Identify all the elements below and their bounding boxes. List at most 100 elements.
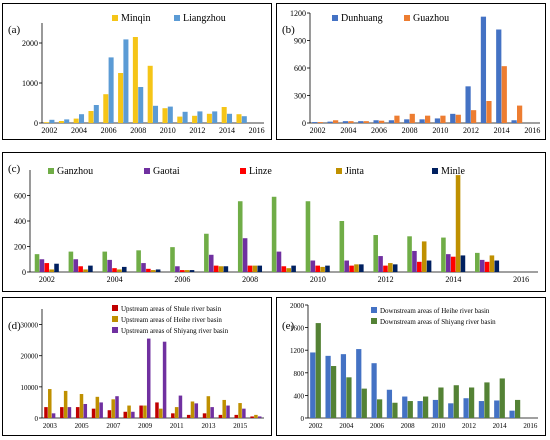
bar-heihe_up-2006 (95, 396, 100, 418)
bar-heihe_up-2009 (143, 405, 147, 418)
bar-linze-2004 (112, 268, 117, 272)
x-tick-label: 2008 (401, 422, 416, 430)
bar-shiyang_up-2005 (83, 403, 88, 418)
bar-minle-2014 (460, 255, 466, 272)
chart-frame (2, 3, 272, 140)
chart-panel-a: 0 1000 2000 2002 2004 2006 2008 2010 2012 2014 201… (2, 3, 272, 140)
bar-minqin-2015 (236, 114, 242, 123)
bar-guazhou-2012 (471, 110, 477, 123)
bar-heihe_up-2015 (238, 403, 242, 418)
x-tick-label: 2006 (370, 422, 385, 430)
bar-shule-2003 (44, 407, 48, 418)
bar-ganzhou-2004 (102, 251, 108, 272)
bar-guazhou-2015 (517, 105, 523, 123)
bar-heihe_down-2007 (386, 389, 393, 418)
bar-ganzhou-2009 (271, 196, 277, 272)
bar-gaotai-2012 (378, 256, 383, 272)
bar-minle-2003 (88, 265, 93, 272)
bar-ganzhou-2014 (441, 237, 446, 272)
bar-jinta-2011 (354, 264, 359, 272)
bar-gaotai-2011 (344, 260, 349, 272)
x-tick-label: 2010 (310, 275, 326, 284)
bar-heihe_up-2007 (111, 399, 115, 418)
bar-minle-2009 (291, 265, 296, 272)
legend-label: Upstream areas of Shiyang river basin (121, 327, 229, 335)
bar-linze-2008 (247, 265, 253, 272)
x-tick-label: 2005 (75, 422, 90, 430)
bar-linze-2009 (281, 266, 287, 272)
bar-shule-2015 (234, 414, 239, 418)
bar-shiyang_up-2006 (99, 402, 103, 418)
x-tick-label: 2008 (402, 126, 418, 135)
bar-linze-2014 (450, 256, 456, 272)
bar-gaotai-2015 (479, 259, 485, 272)
legend-swatch (371, 318, 377, 324)
bar-dunhuang-2005 (358, 121, 364, 123)
y-tick-label: 0 (35, 415, 39, 423)
bar-shiyang_up-2004 (67, 407, 72, 418)
bar-dunhuang-2002 (312, 122, 318, 123)
bar-linze-2002 (44, 263, 50, 272)
legend-label: Upstream areas of Heihe river basin (121, 316, 222, 324)
x-tick-label: 2012 (463, 126, 479, 135)
bar-heihe_down-2006 (371, 363, 377, 418)
x-tick-label: 2004 (71, 126, 87, 135)
bar-shiyang_down-2005 (361, 388, 367, 418)
bar-jinta-2005 (150, 270, 156, 272)
bar-ganzhou-2008 (237, 201, 243, 272)
bar-ganzhou-2006 (170, 247, 175, 272)
bar-guazhou-2002 (317, 122, 323, 123)
bar-liangzhou-2010 (167, 106, 173, 123)
legend-label: Downstream areas of Heihe river basin (380, 307, 490, 315)
x-tick-label: 2006 (174, 275, 190, 284)
bar-shule-2004 (60, 407, 64, 418)
x-tick-label: 2016 (524, 126, 540, 135)
bar-heihe_down-2013 (478, 401, 485, 418)
bar-shiyang_down-2010 (438, 387, 444, 418)
bar-dunhuang-2006 (373, 120, 379, 123)
bar-shiyang_up-2011 (178, 395, 183, 418)
legend-label: Gaotai (153, 166, 180, 177)
bar-shiyang_down-2011 (453, 385, 459, 418)
bar-minle-2015 (494, 260, 500, 272)
bar-guazhou-2008 (409, 113, 415, 123)
bar-shiyang_down-2004 (346, 377, 352, 418)
bar-liangzhou-2006 (108, 57, 114, 123)
bar-shiyang_up-2003 (51, 413, 56, 418)
chart-frame (276, 3, 546, 140)
y-tick-label: 0 (34, 119, 38, 128)
legend-swatch (404, 15, 410, 21)
bar-heihe_up-2004 (63, 390, 68, 418)
bar-jinta-2006 (184, 270, 190, 272)
x-tick-label: 2003 (43, 422, 58, 430)
bar-ganzhou-2010 (305, 201, 311, 272)
legend-swatch (336, 168, 342, 174)
bar-heihe_down-2009 (417, 401, 423, 418)
x-tick-label: 2004 (340, 126, 356, 135)
y-tick-label: 2000 (290, 302, 305, 310)
bar-liangzhou-2011 (182, 111, 188, 123)
bar-heihe_up-2013 (206, 396, 211, 418)
bar-liangzhou-2013 (212, 111, 218, 123)
y-tick-label: 2000 (22, 39, 38, 48)
bar-heihe_up-2003 (48, 389, 52, 418)
bar-minle-2010 (325, 265, 330, 272)
bar-dunhuang-2012 (465, 86, 471, 123)
bar-dunhuang-2014 (496, 29, 502, 123)
legend-swatch (332, 15, 338, 21)
bar-guazhou-2003 (333, 120, 339, 123)
legend-label: Upstream areas of Shule river basin (121, 305, 222, 313)
bar-gaotai-2004 (107, 259, 112, 272)
bar-minqin-2004 (73, 118, 79, 123)
bar-shiyang_up-2008 (131, 411, 135, 418)
bar-shule-2006 (91, 408, 96, 418)
bar-shule-2008 (123, 411, 128, 418)
bar-shule-2016 (250, 416, 254, 418)
bar-shiyang_down-2007 (392, 402, 398, 418)
bar-shiyang_down-2009 (423, 396, 429, 418)
bar-heihe_up-2016 (254, 414, 258, 418)
y-tick-label: 30000 (21, 322, 39, 330)
bar-heihe_down-2011 (448, 403, 454, 418)
panel-label: (e) (282, 320, 295, 332)
bar-liangzhou-2003 (64, 119, 70, 123)
